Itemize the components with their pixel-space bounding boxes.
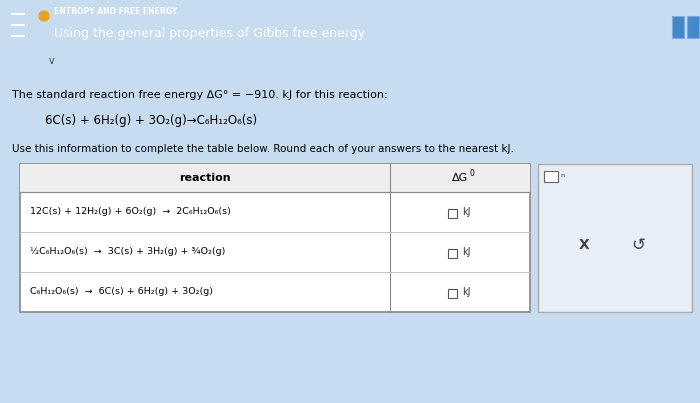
Bar [544,171,558,182]
Text: kJ: kJ [462,207,470,217]
Text: 12C(s) + 12H₂(g) + 6O₂(g)  →  2C₆H₁₂O₆(s): 12C(s) + 12H₂(g) + 6O₂(g) → 2C₆H₁₂O₆(s) [30,208,231,216]
Bar [448,249,457,258]
Text: ↺: ↺ [631,237,645,254]
Text: 6C(s) + 6H₂(g) + 3O₂(g)→C₆H₁₂O₆(s): 6C(s) + 6H₂(g) + 3O₂(g)→C₆H₁₂O₆(s) [45,114,257,127]
Text: kJ: kJ [462,287,470,297]
Text: v: v [49,56,55,66]
Text: Using the general properties of Gibbs free energy: Using the general properties of Gibbs fr… [54,27,365,39]
Bar [448,289,457,298]
Text: C₆H₁₂O₆(s)  →  6C(s) + 6H₂(g) + 3O₂(g): C₆H₁₂O₆(s) → 6C(s) + 6H₂(g) + 3O₂(g) [30,287,213,297]
Text: ½C₆H₁₂O₆(s)  →  3C(s) + 3H₂(g) + ¾O₂(g): ½C₆H₁₂O₆(s) → 3C(s) + 3H₂(g) + ¾O₂(g) [30,247,225,256]
Bar [20,164,530,192]
Text: Use this information to complete the table below. Round each of your answers to : Use this information to complete the tab… [12,144,514,154]
Text: n: n [560,173,564,178]
Text: kJ: kJ [462,247,470,257]
Text: ENTROPY AND FREE ENERGY: ENTROPY AND FREE ENERGY [54,8,177,17]
Text: X: X [579,239,589,252]
Text: The standard reaction free energy ΔG° = −910. kJ for this reaction:: The standard reaction free energy ΔG° = … [12,90,388,100]
Bar [687,16,699,38]
Text: ΔG: ΔG [452,173,468,183]
Circle shape [39,11,49,21]
Bar [20,164,530,312]
Bar [538,164,692,312]
Bar [672,16,684,38]
Bar [448,209,457,218]
Text: reaction: reaction [179,173,231,183]
Text: 0: 0 [470,170,475,179]
